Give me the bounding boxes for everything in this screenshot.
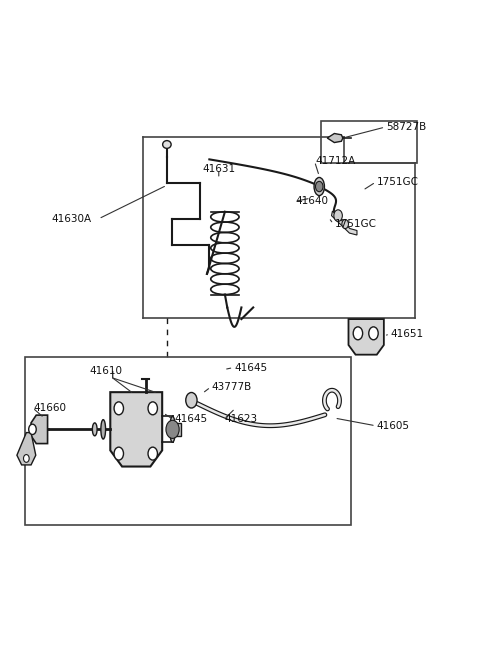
- Circle shape: [186, 392, 197, 408]
- Circle shape: [369, 327, 378, 340]
- Text: 41631: 41631: [202, 164, 235, 174]
- Polygon shape: [327, 134, 343, 143]
- Text: 58727B: 58727B: [386, 122, 426, 132]
- Text: 41630A: 41630A: [51, 214, 92, 224]
- Text: 1751GC: 1751GC: [335, 219, 376, 229]
- Text: 43777B: 43777B: [212, 382, 252, 392]
- Text: 41645: 41645: [234, 363, 267, 373]
- Circle shape: [166, 421, 179, 438]
- Polygon shape: [348, 319, 384, 354]
- Text: 41660: 41660: [34, 403, 66, 413]
- Ellipse shape: [314, 178, 324, 196]
- Polygon shape: [332, 211, 357, 235]
- Ellipse shape: [170, 417, 175, 442]
- Polygon shape: [17, 432, 36, 465]
- Circle shape: [148, 447, 157, 460]
- Ellipse shape: [101, 420, 106, 439]
- Polygon shape: [110, 392, 162, 466]
- Circle shape: [315, 181, 323, 192]
- Circle shape: [148, 402, 157, 415]
- Circle shape: [24, 455, 29, 462]
- Text: 1751GC: 1751GC: [377, 177, 419, 187]
- Circle shape: [353, 327, 362, 340]
- Circle shape: [114, 402, 123, 415]
- Circle shape: [342, 219, 348, 229]
- Bar: [172, 423, 181, 436]
- Text: 41640: 41640: [296, 196, 329, 206]
- Text: 41712A: 41712A: [315, 157, 356, 166]
- Bar: [321, 121, 417, 162]
- Ellipse shape: [92, 423, 97, 436]
- Ellipse shape: [163, 141, 171, 149]
- Circle shape: [114, 447, 123, 460]
- Text: 41623: 41623: [225, 415, 258, 424]
- Text: 41605: 41605: [377, 421, 410, 431]
- Text: 41651: 41651: [391, 329, 424, 339]
- Polygon shape: [31, 415, 48, 443]
- Bar: [25, 356, 351, 525]
- Circle shape: [334, 210, 342, 221]
- Text: 41610: 41610: [89, 367, 122, 377]
- Circle shape: [29, 424, 36, 434]
- Text: 41645: 41645: [174, 415, 207, 424]
